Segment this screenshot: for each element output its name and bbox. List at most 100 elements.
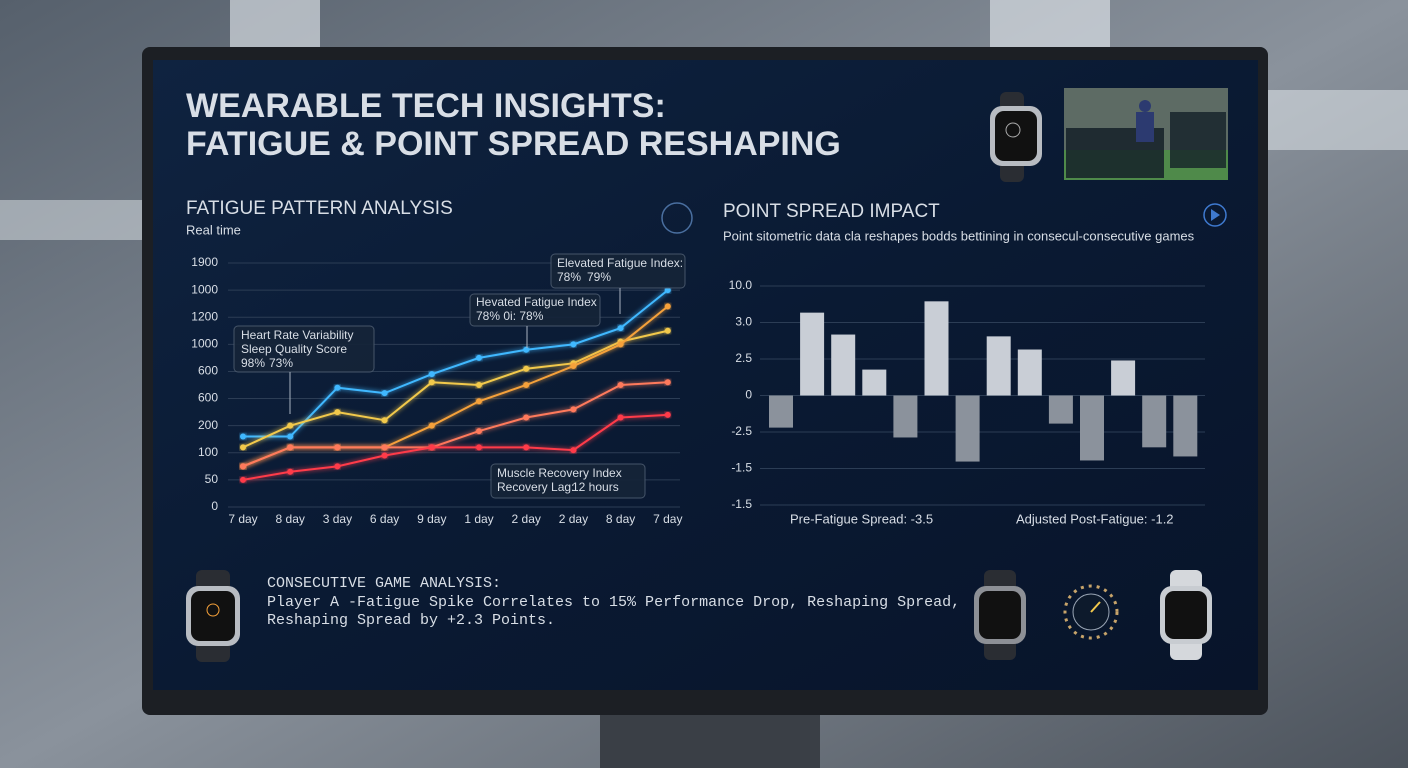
annotations: Heart Rate Variability Sleep Quality Sco…: [233, 253, 1174, 526]
watch-icon: [974, 570, 1026, 660]
series-line: [242, 413, 668, 481]
y-tick-label: 3.0: [735, 315, 752, 329]
dial-icon: [1063, 584, 1119, 640]
data-point: [287, 422, 294, 429]
annotation: 78%: [557, 270, 581, 284]
y-tick-label: 0: [211, 499, 218, 513]
data-point: [334, 444, 341, 451]
chart-title: FATIGUE PATTERN ANALYSIS: [186, 198, 453, 219]
bar: [1017, 349, 1042, 396]
annotation: Hevated Fatigue Index: [476, 295, 597, 309]
data-point: [570, 447, 577, 454]
data-point: [287, 444, 294, 451]
x-tick-label: 7 day: [228, 512, 257, 526]
data-point: [617, 382, 624, 388]
video-thumbnail: [1064, 88, 1228, 180]
bar: [955, 395, 980, 462]
x-tick-label: 1 day: [464, 512, 493, 526]
bar: [1173, 395, 1198, 457]
ceiling-light: [230, 0, 320, 48]
data-point: [476, 428, 482, 435]
bar: [1048, 395, 1073, 424]
annotation: 73%: [269, 356, 293, 370]
y-tick-label: 2.5: [735, 351, 752, 365]
y-tick-label: 10.0: [729, 278, 753, 292]
annotation: 78% 0i: 78%: [476, 309, 544, 323]
data-point: [476, 398, 482, 405]
header-title: WEARABLE TECH INSIGHTS:: [186, 87, 666, 125]
monitor-stand: [600, 712, 820, 768]
data-point: [523, 346, 530, 353]
data-point: [381, 444, 388, 451]
annotation: Adjusted Post-Fatigue: -1.2: [1016, 511, 1174, 526]
data-point: [240, 476, 246, 483]
annotation: Sleep Quality Score: [241, 342, 347, 356]
x-tick-label: 2 day: [512, 512, 541, 526]
data-point: [381, 417, 388, 424]
y-tick-label: 1000: [191, 282, 218, 296]
x-tick-label: 6 day: [370, 512, 399, 526]
watch-icon: [1160, 570, 1212, 660]
ceiling-light: [990, 0, 1110, 48]
data-point: [617, 341, 624, 348]
data-point: [664, 411, 671, 418]
data-point: [664, 287, 671, 294]
bar: [1111, 360, 1136, 396]
x-tick-label: 7 day: [653, 512, 682, 526]
footer-line: Player A -Fatigue Spike Correlates to 15…: [267, 594, 960, 611]
watch-icon: [186, 570, 240, 662]
data-point: [664, 327, 671, 334]
data-point: [240, 463, 246, 470]
play-icon: [1211, 209, 1220, 221]
series-line: [242, 329, 669, 449]
footer-line: Reshaping Spread by +2.3 Points.: [267, 612, 555, 629]
play-button[interactable]: [1203, 203, 1227, 227]
ceiling-light: [1268, 90, 1408, 150]
y-tick-label: -2.5: [731, 424, 752, 438]
x-tick-label: 8 day: [606, 512, 635, 526]
data-point: [334, 384, 341, 391]
data-point: [428, 444, 435, 451]
y-tick-label: -1.5: [731, 461, 752, 475]
data-point: [570, 341, 577, 348]
y-tick-label: 1200: [191, 309, 218, 323]
annotation: Elevated Fatigue Index:: [557, 256, 683, 270]
bar: [862, 369, 887, 396]
data-point: [476, 354, 482, 361]
chart-subtitle: Real time: [186, 222, 241, 237]
bar: [986, 336, 1011, 396]
y-tick-label: 0: [745, 388, 752, 402]
y-tick-label: 600: [198, 391, 218, 405]
chart-subtitle: Point sitometric data cla reshapes bodds…: [723, 228, 1195, 243]
series-line: [242, 381, 668, 468]
annotation: 79%: [587, 270, 611, 284]
data-point: [570, 406, 577, 413]
series-line: [243, 289, 669, 438]
y-tick-label: 200: [198, 418, 218, 432]
annotation: 98%: [241, 356, 265, 370]
data-point: [428, 379, 435, 386]
data-point: [287, 433, 294, 440]
annotation: Heart Rate Variability: [241, 328, 354, 342]
data-point: [476, 382, 482, 388]
header-subtitle: FATIGUE & POINT SPREAD RESHAPING: [186, 125, 841, 163]
annotation: Recovery Lag:: [497, 480, 574, 494]
data-point: [428, 422, 435, 429]
bar: [1080, 395, 1104, 461]
annotation: Muscle Recovery Index: [497, 466, 622, 480]
data-point: [523, 382, 530, 388]
data-point: [523, 365, 530, 372]
data-point: [428, 371, 435, 378]
data-point: [570, 363, 577, 370]
x-tick-label: 8 day: [276, 512, 305, 526]
bar: [924, 301, 949, 396]
bar: [800, 312, 825, 396]
data-point: [523, 444, 530, 451]
y-tick-label: 1900: [191, 255, 218, 269]
bar: [769, 395, 793, 428]
y-tick-label: 100: [198, 445, 218, 459]
x-tick-label: 2 day: [559, 512, 588, 526]
annotation: Pre-Fatigue Spread: -3.5: [790, 511, 933, 526]
data-point: [523, 414, 530, 421]
